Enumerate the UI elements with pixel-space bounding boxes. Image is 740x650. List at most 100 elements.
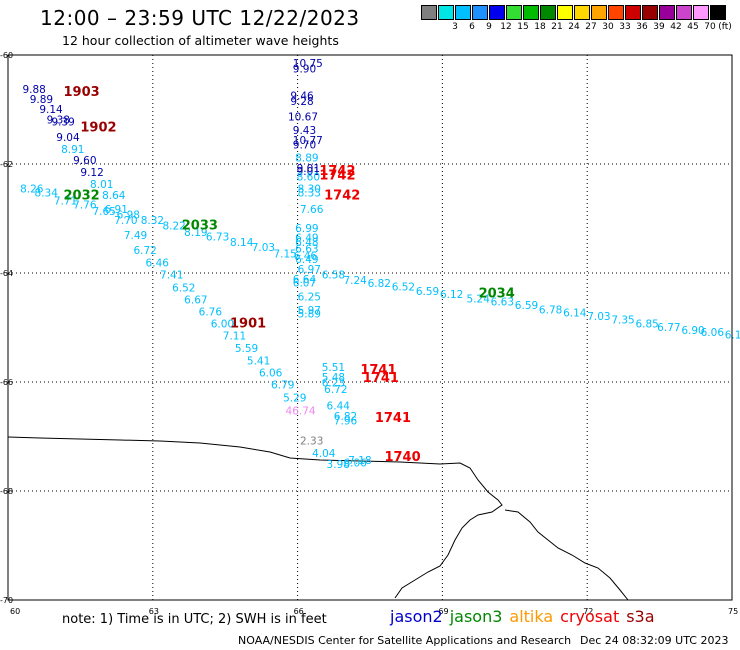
legend-swatch bbox=[506, 5, 522, 20]
legend-swatch bbox=[625, 5, 641, 20]
longitude-tick-label: 66 bbox=[294, 607, 304, 616]
wave-height-value: 7.70 bbox=[114, 215, 137, 227]
satellite-legend-item: jason3 bbox=[449, 607, 503, 626]
pass-time-label: 1742 bbox=[324, 188, 360, 203]
wave-height-value: 7.41 bbox=[160, 269, 183, 281]
wave-height-value: 9.01 bbox=[297, 166, 320, 178]
wave-height-value: 6.63 bbox=[295, 243, 318, 255]
wave-height-value: 6.48 bbox=[295, 237, 318, 249]
wave-height-value: 9.88 bbox=[22, 84, 45, 96]
legend-swatch bbox=[608, 5, 624, 20]
legend-swatch bbox=[574, 5, 590, 20]
wave-height-value: 6.06 bbox=[259, 368, 283, 380]
wave-height-value: 9.43 bbox=[293, 125, 316, 137]
wave-height-value: 5.59 bbox=[235, 343, 258, 355]
legend-value-label: 70 bbox=[704, 22, 716, 32]
legend-value-label: 6 bbox=[469, 22, 475, 32]
satellite-legend: jason2 jason3 altika cryosat s3a bbox=[390, 607, 662, 626]
legend-unit-label: (ft) bbox=[718, 22, 732, 32]
wave-height-value: 7.66 bbox=[300, 204, 324, 216]
latitude-tick-label: -68 bbox=[0, 487, 13, 496]
wave-height-value: 6.79 bbox=[271, 380, 294, 392]
pass-time-label: 1741 bbox=[375, 411, 411, 426]
wave-height-value: 6.46 bbox=[294, 250, 318, 262]
lat-lon-grid bbox=[8, 55, 732, 600]
wave-height-value: 6.77 bbox=[657, 322, 680, 334]
wave-height-value: 8.32 bbox=[141, 215, 164, 227]
wave-height-value: 9.14 bbox=[39, 104, 63, 116]
pass-time-label: 1742 bbox=[319, 164, 355, 179]
pass-time-label: 1901 bbox=[230, 317, 266, 332]
wave-height-value: 6.11 bbox=[725, 329, 740, 341]
wave-height-value: 7.96 bbox=[334, 416, 358, 428]
wave-height-value: 8.22 bbox=[162, 220, 185, 232]
wave-height-value: 9.46 bbox=[290, 91, 314, 103]
pass-time-label: 1741 bbox=[363, 371, 399, 386]
wave-height-value: 8.33 bbox=[298, 188, 321, 200]
legend-swatch bbox=[591, 5, 607, 20]
wave-height-value: 9.04 bbox=[56, 132, 80, 144]
satellite-legend-item: cryosat bbox=[560, 607, 620, 626]
pass-time-label: 2034 bbox=[479, 287, 515, 302]
legend-value-label: 42 bbox=[670, 22, 682, 32]
pass-time-labels: 1903190220322033190117421742174217411741… bbox=[64, 85, 515, 465]
pass-time-label: 1742 bbox=[319, 168, 355, 183]
wave-height-value: 6.82 bbox=[368, 278, 391, 290]
axis-tick-labels: 60 63 66 69 72 75 -60 -62 -64 -66 -68 -70 bbox=[0, 51, 738, 616]
wave-height-value: 6.82 bbox=[334, 411, 357, 423]
legend-value-label: 36 bbox=[636, 22, 648, 32]
pass-time-label: 1903 bbox=[64, 85, 100, 100]
legend-swatch bbox=[472, 5, 488, 20]
legend-value-label: 18 bbox=[534, 22, 546, 32]
wave-height-value: 6.59 bbox=[515, 300, 538, 312]
wave-height-value: 5.29 bbox=[283, 393, 306, 405]
wave-height-value: 6.06 bbox=[343, 457, 367, 469]
wave-height-value: 7.18 bbox=[348, 455, 371, 467]
wave-height-value: 7.35 bbox=[611, 315, 634, 327]
wave-height-value: 8.30 bbox=[298, 183, 321, 195]
wave-height-value: 6.52 bbox=[172, 283, 195, 295]
latitude-tick-label: -70 bbox=[0, 596, 13, 605]
wave-height-value: 4.04 bbox=[312, 448, 336, 460]
wave-height-value: 6.90 bbox=[681, 325, 704, 337]
legend-swatch bbox=[676, 5, 692, 20]
wave-height-value: 5.24 bbox=[467, 293, 491, 305]
longitude-tick-label: 75 bbox=[728, 607, 738, 616]
satellite-legend-item: jason2 bbox=[390, 607, 443, 626]
wave-height-value: 3.98 bbox=[327, 459, 350, 471]
wave-height-value: 5.97 bbox=[298, 305, 321, 317]
wave-height-value: 9.12 bbox=[80, 167, 103, 179]
wave-height-value: 8.64 bbox=[102, 190, 126, 202]
pass-time-label: 2032 bbox=[64, 188, 100, 203]
wave-height-value: 5.48 bbox=[322, 372, 345, 384]
map-title: 12:00 – 23:59 UTC 12/22/2023 bbox=[40, 6, 360, 30]
pass-time-label: 1740 bbox=[384, 450, 420, 465]
wave-height-value: 7.65 bbox=[92, 206, 115, 218]
pass-time-label: 1902 bbox=[80, 120, 116, 135]
legend-swatch bbox=[455, 5, 471, 20]
wave-height-value: 10.67 bbox=[288, 111, 318, 123]
wave-height-value: 7.03 bbox=[587, 311, 610, 323]
wave-height-value: 6.67 bbox=[184, 295, 207, 307]
wave-height-value: 6.91 bbox=[105, 204, 128, 216]
wave-height-value: 9.90 bbox=[293, 63, 316, 75]
wave-height-value: 6.49 bbox=[295, 232, 318, 244]
wave-height-value: 9.70 bbox=[293, 140, 316, 152]
legend-value-label: 9 bbox=[486, 22, 492, 32]
wave-height-value: 9.60 bbox=[73, 155, 96, 167]
wave-height-value: 8.89 bbox=[295, 152, 318, 164]
latitude-tick-label: -60 bbox=[0, 51, 13, 60]
wave-height-value: 8.19 bbox=[184, 227, 207, 239]
wave-height-value: 7.49 bbox=[124, 230, 147, 242]
wave-height-value: 7.71 bbox=[54, 195, 77, 207]
wave-height-value: 9.28 bbox=[290, 96, 313, 108]
legend-value-label: 24 bbox=[568, 22, 580, 32]
satellite-legend-item: altika bbox=[509, 607, 554, 626]
wave-height-value: 6.97 bbox=[298, 264, 321, 276]
wave-height-value: 6.23 bbox=[322, 377, 345, 389]
wave-height-value: 6.63 bbox=[491, 297, 514, 309]
wave-height-value: 6.98 bbox=[117, 210, 140, 222]
wave-height-value: 6.76 bbox=[199, 307, 223, 319]
wave-height-value: 6.64 bbox=[293, 274, 317, 286]
wave-height-value: 8.14 bbox=[230, 237, 254, 249]
